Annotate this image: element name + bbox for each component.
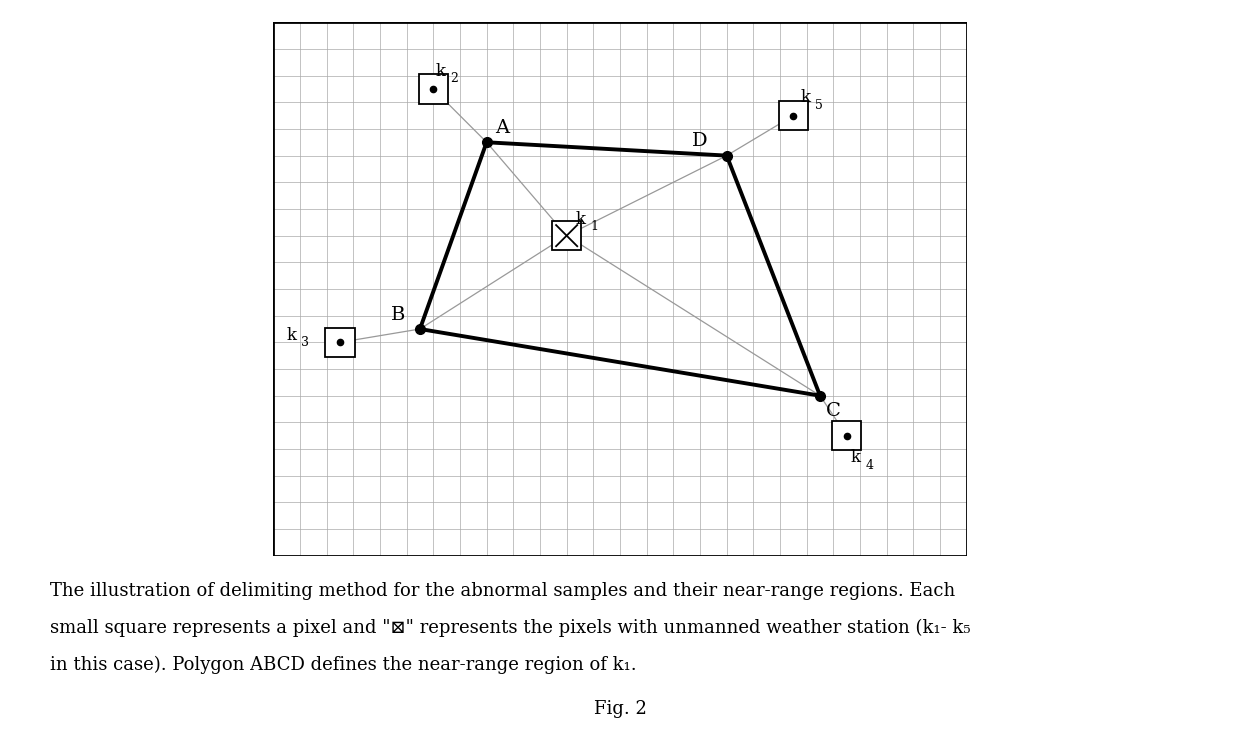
- Text: k: k: [436, 62, 446, 79]
- Text: 4: 4: [866, 459, 873, 472]
- Text: k: k: [851, 449, 861, 466]
- Bar: [779, 101, 808, 130]
- Text: D: D: [692, 133, 708, 150]
- Bar: [419, 74, 448, 104]
- Text: A: A: [495, 119, 508, 137]
- Text: B: B: [391, 306, 405, 324]
- Text: k: k: [800, 89, 810, 106]
- Text: C: C: [826, 402, 841, 419]
- Bar: [552, 221, 582, 250]
- Text: small square represents a pixel and "⊠" represents the pixels with unmanned weat: small square represents a pixel and "⊠" …: [50, 619, 970, 637]
- Text: 2: 2: [450, 73, 459, 85]
- Text: The illustration of delimiting method for the abnormal samples and their near-ra: The illustration of delimiting method fo…: [50, 582, 955, 599]
- Text: k: k: [286, 327, 296, 344]
- Text: 3: 3: [301, 336, 309, 349]
- Text: 1: 1: [590, 220, 599, 233]
- Text: 5: 5: [815, 99, 822, 112]
- Bar: [325, 328, 355, 357]
- Text: Fig. 2: Fig. 2: [594, 700, 646, 718]
- Text: in this case). Polygon ABCD defines the near-range region of k₁.: in this case). Polygon ABCD defines the …: [50, 656, 636, 674]
- Text: k: k: [577, 210, 587, 227]
- Bar: [832, 421, 862, 451]
